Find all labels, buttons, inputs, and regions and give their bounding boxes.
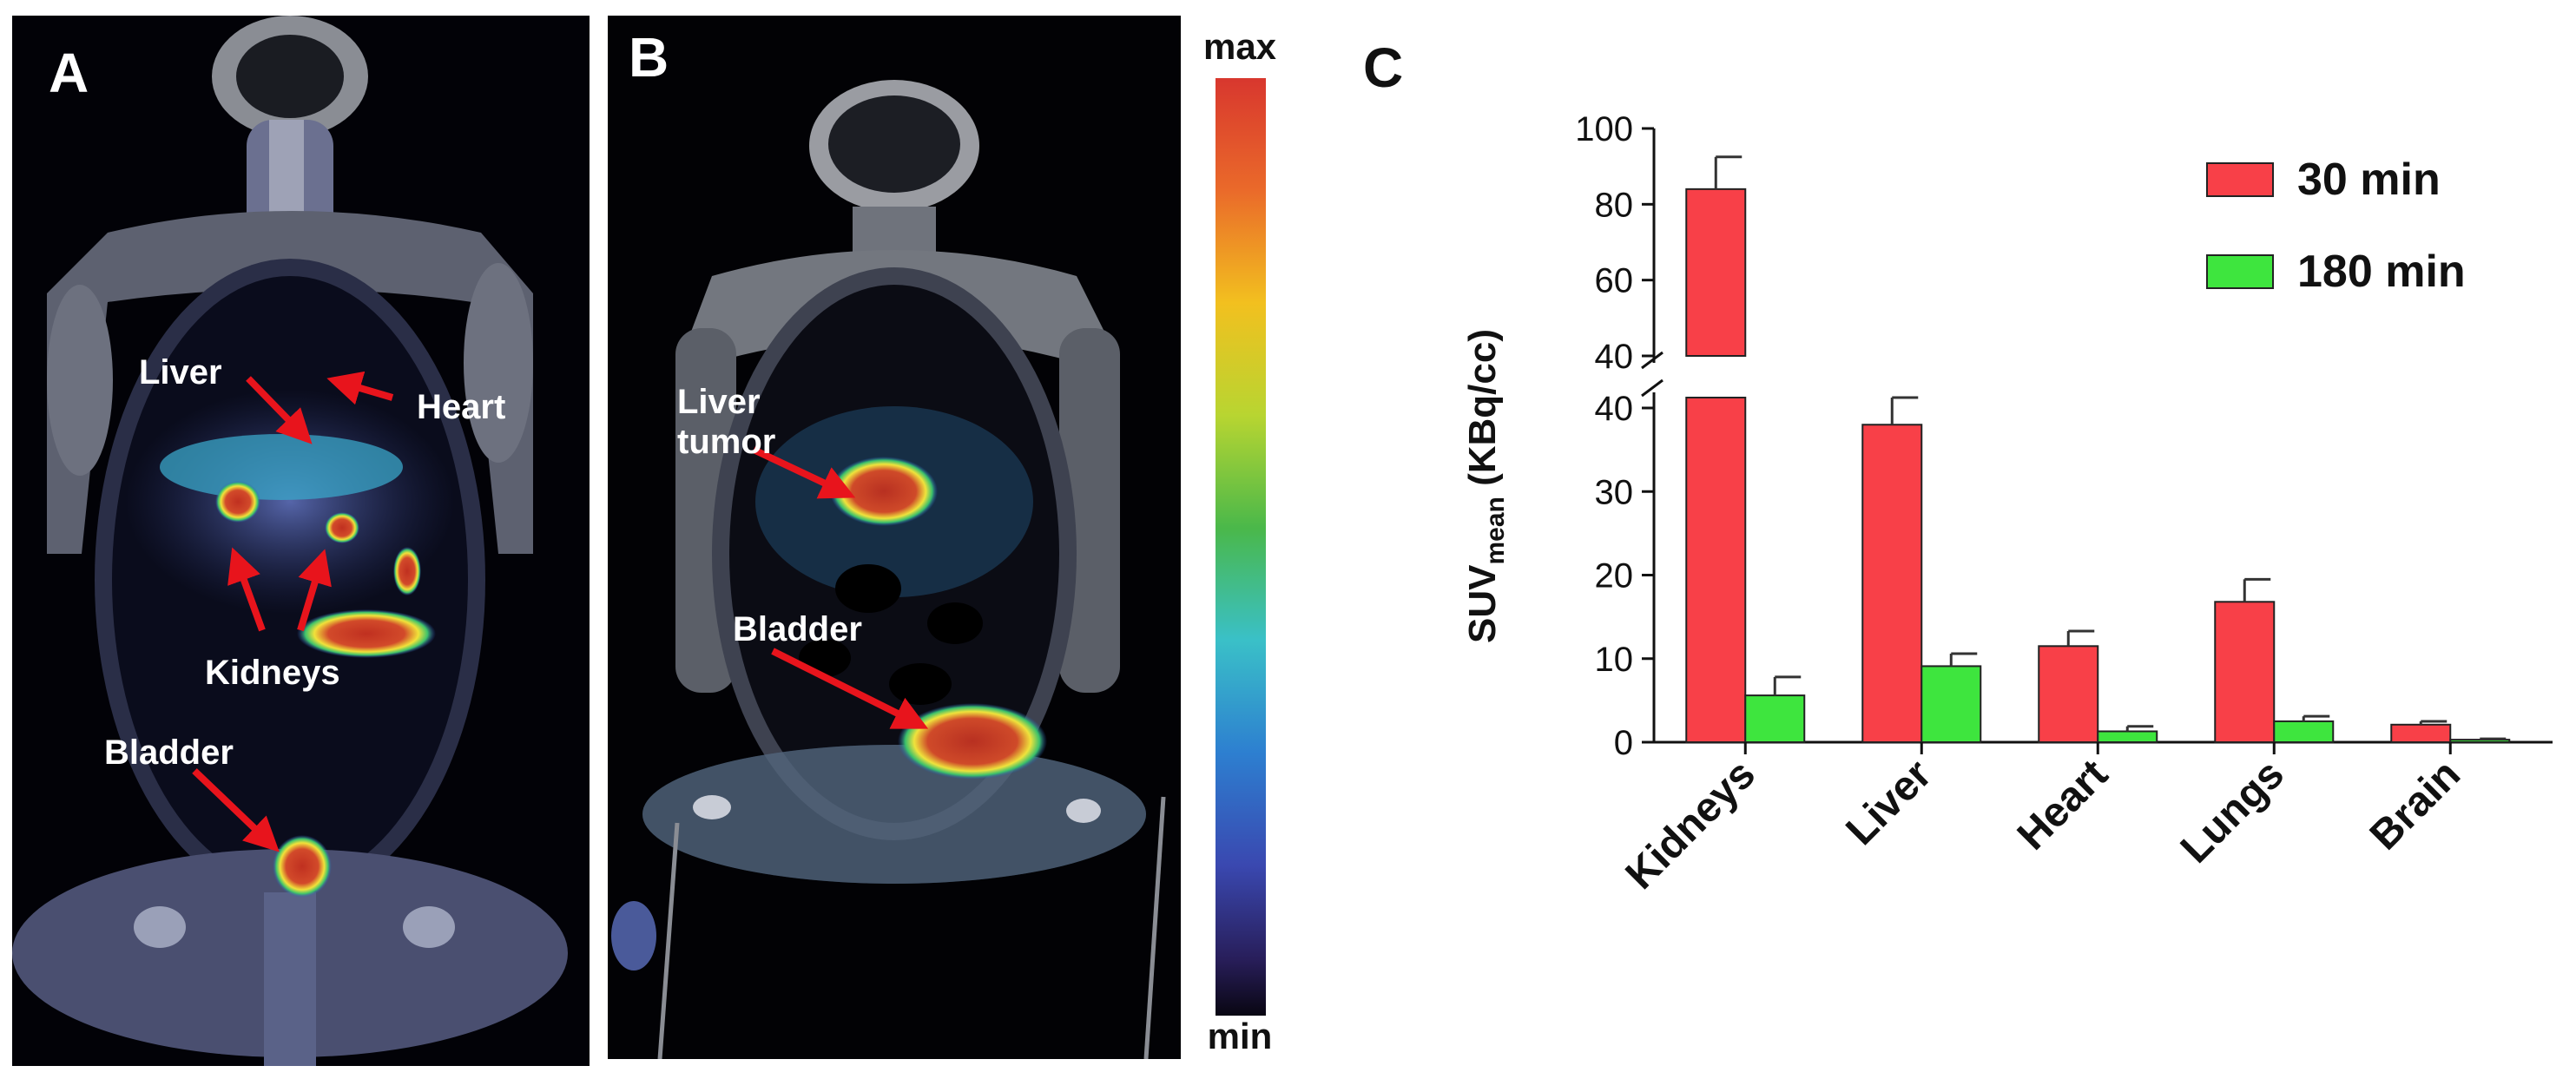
x-tick-label: Brain xyxy=(2362,751,2469,859)
colorbar-max-label: max xyxy=(1202,26,1277,67)
label-liver-tumor-1: Liver xyxy=(677,383,761,421)
colorbar-gradient xyxy=(1216,78,1266,1016)
bar-chart: C 0 10 20 30 40 40 60 80 100 Kidneys Liver Heart Lun… xyxy=(1363,36,2553,898)
axis-break-mark xyxy=(1641,351,1664,370)
panel-c-chart: C 0 10 20 30 40 40 60 80 100 Kidneys Liver Heart Lun… xyxy=(1302,0,2576,1075)
bar xyxy=(1861,424,1923,743)
bar-break-gap xyxy=(1683,358,1749,396)
bar xyxy=(1685,397,1747,743)
label-liver: Liver xyxy=(139,353,222,391)
panel-a-image: A Liver Heart Kidneys Bladder xyxy=(12,16,590,1066)
panel-a-letter: A xyxy=(49,42,89,104)
y-tick-label: 60 xyxy=(1595,262,1634,300)
legend-swatch xyxy=(2206,254,2274,289)
bar xyxy=(1744,694,1806,743)
x-tick-label: Kidneys xyxy=(1617,751,1765,898)
colorbar-min-label: min xyxy=(1207,1016,1273,1056)
y-tick-label: 30 xyxy=(1595,473,1634,511)
x-tick-label: Lungs xyxy=(2172,751,2293,872)
legend-label: 180 min xyxy=(2297,247,2466,297)
panel-a-scan: A Liver Heart Kidneys Bladder xyxy=(12,16,590,1066)
y-tick-label: 40 xyxy=(1595,390,1634,428)
plot-area: 0 10 20 30 40 40 60 80 100 Kidneys Liver Heart Lungs… xyxy=(1575,110,2553,898)
panel-b-arrows xyxy=(752,446,929,729)
legend: 30 min 180 min xyxy=(2206,155,2466,297)
panel-b-scan: B Liver tumor Bladder xyxy=(608,16,1181,1059)
y-tick-label: 0 xyxy=(1614,724,1633,762)
y-axis-label-sub: mean xyxy=(1481,497,1510,564)
x-tick-label: Liver xyxy=(1837,751,1940,854)
label-bladder-b: Bladder xyxy=(733,610,862,648)
y-tick-label: 100 xyxy=(1575,110,1633,148)
y-tick-label: 20 xyxy=(1595,557,1634,595)
y-axis-label-unit: (KBq/cc) xyxy=(1461,329,1504,497)
bar xyxy=(2214,601,2276,743)
bar xyxy=(1920,665,1982,743)
colorbar: max min xyxy=(1188,26,1292,1068)
label-bladder: Bladder xyxy=(104,734,234,772)
label-liver-tumor-2: tumor xyxy=(677,423,775,461)
y-axis-label: SUVmean (KBq/cc) xyxy=(1461,329,1510,643)
bar xyxy=(2097,730,2158,743)
x-tick-label: Heart xyxy=(2009,751,2117,859)
bar xyxy=(2273,720,2335,743)
panel-b-image: B Liver tumor Bladder xyxy=(608,16,1181,1059)
y-tick-label: 80 xyxy=(1595,186,1634,224)
panel-b-letter: B xyxy=(629,26,669,89)
bar xyxy=(2038,645,2099,743)
axis-break-mark xyxy=(1641,378,1664,398)
label-heart: Heart xyxy=(417,388,505,426)
bar xyxy=(2390,723,2452,743)
legend-swatch xyxy=(2206,162,2274,197)
panel-c-letter: C xyxy=(1363,36,1403,99)
label-kidneys: Kidneys xyxy=(205,654,340,692)
y-tick-label: 10 xyxy=(1595,641,1634,679)
bar xyxy=(1685,188,1747,357)
y-tick-label: 40 xyxy=(1595,338,1634,376)
panel-a-arrows xyxy=(192,371,394,852)
legend-label: 30 min xyxy=(2297,155,2441,205)
y-axis-label-main: SUV xyxy=(1461,564,1504,643)
